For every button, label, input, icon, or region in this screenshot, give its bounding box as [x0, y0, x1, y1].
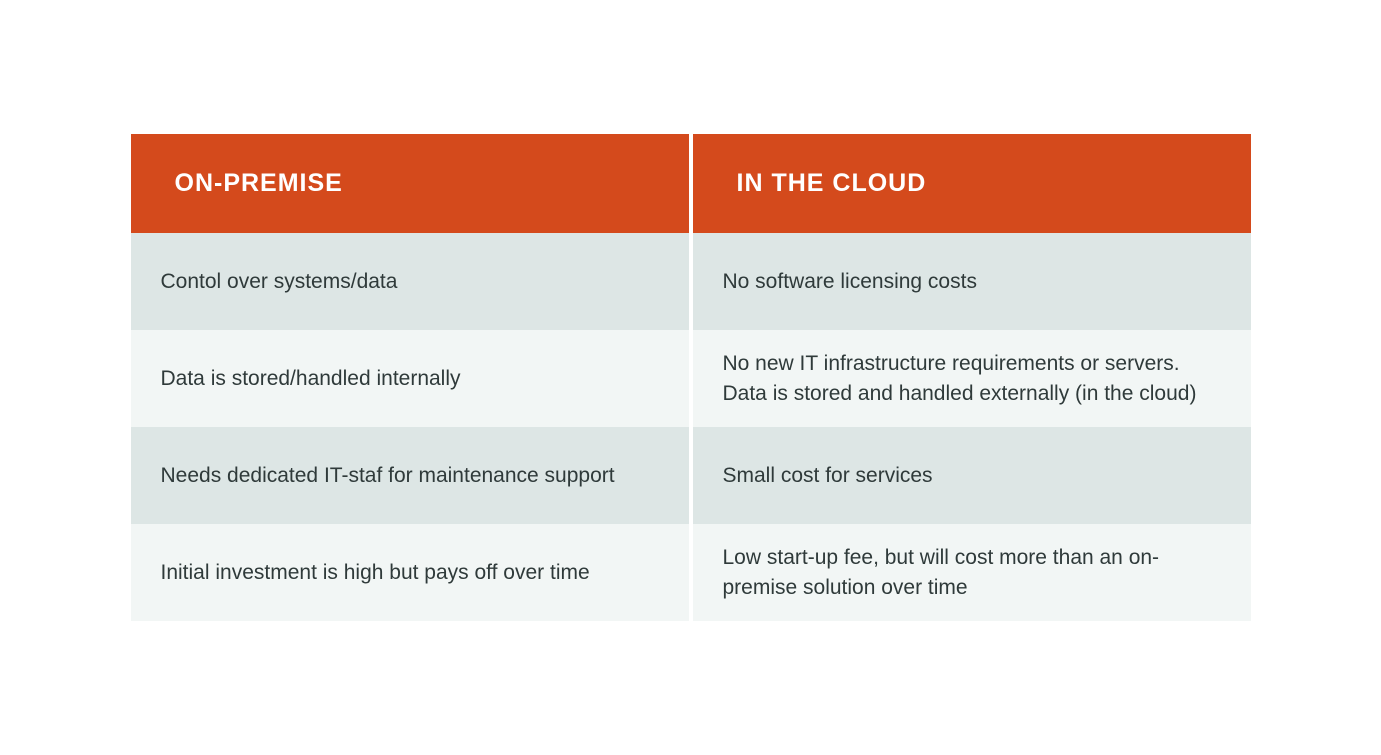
table-cell: Contol over systems/data: [131, 233, 689, 330]
table-cell: Initial investment is high but pays off …: [131, 524, 689, 621]
table-cell: Data is stored/handled internally: [131, 330, 689, 427]
comparison-table: ON-PREMISE Contol over systems/data Data…: [131, 134, 1251, 621]
table-cell: Small cost for services: [693, 427, 1251, 524]
table-cell: No software licensing costs: [693, 233, 1251, 330]
table-column-right: IN THE CLOUD No software licensing costs…: [693, 134, 1251, 621]
table-cell: Low start-up fee, but will cost more tha…: [693, 524, 1251, 621]
table-cell: No new IT infrastructure requirements or…: [693, 330, 1251, 427]
table-column-left: ON-PREMISE Contol over systems/data Data…: [131, 134, 689, 621]
column-header-on-premise: ON-PREMISE: [131, 134, 689, 233]
table-cell: Needs dedicated IT-staf for maintenance …: [131, 427, 689, 524]
column-header-in-cloud: IN THE CLOUD: [693, 134, 1251, 233]
